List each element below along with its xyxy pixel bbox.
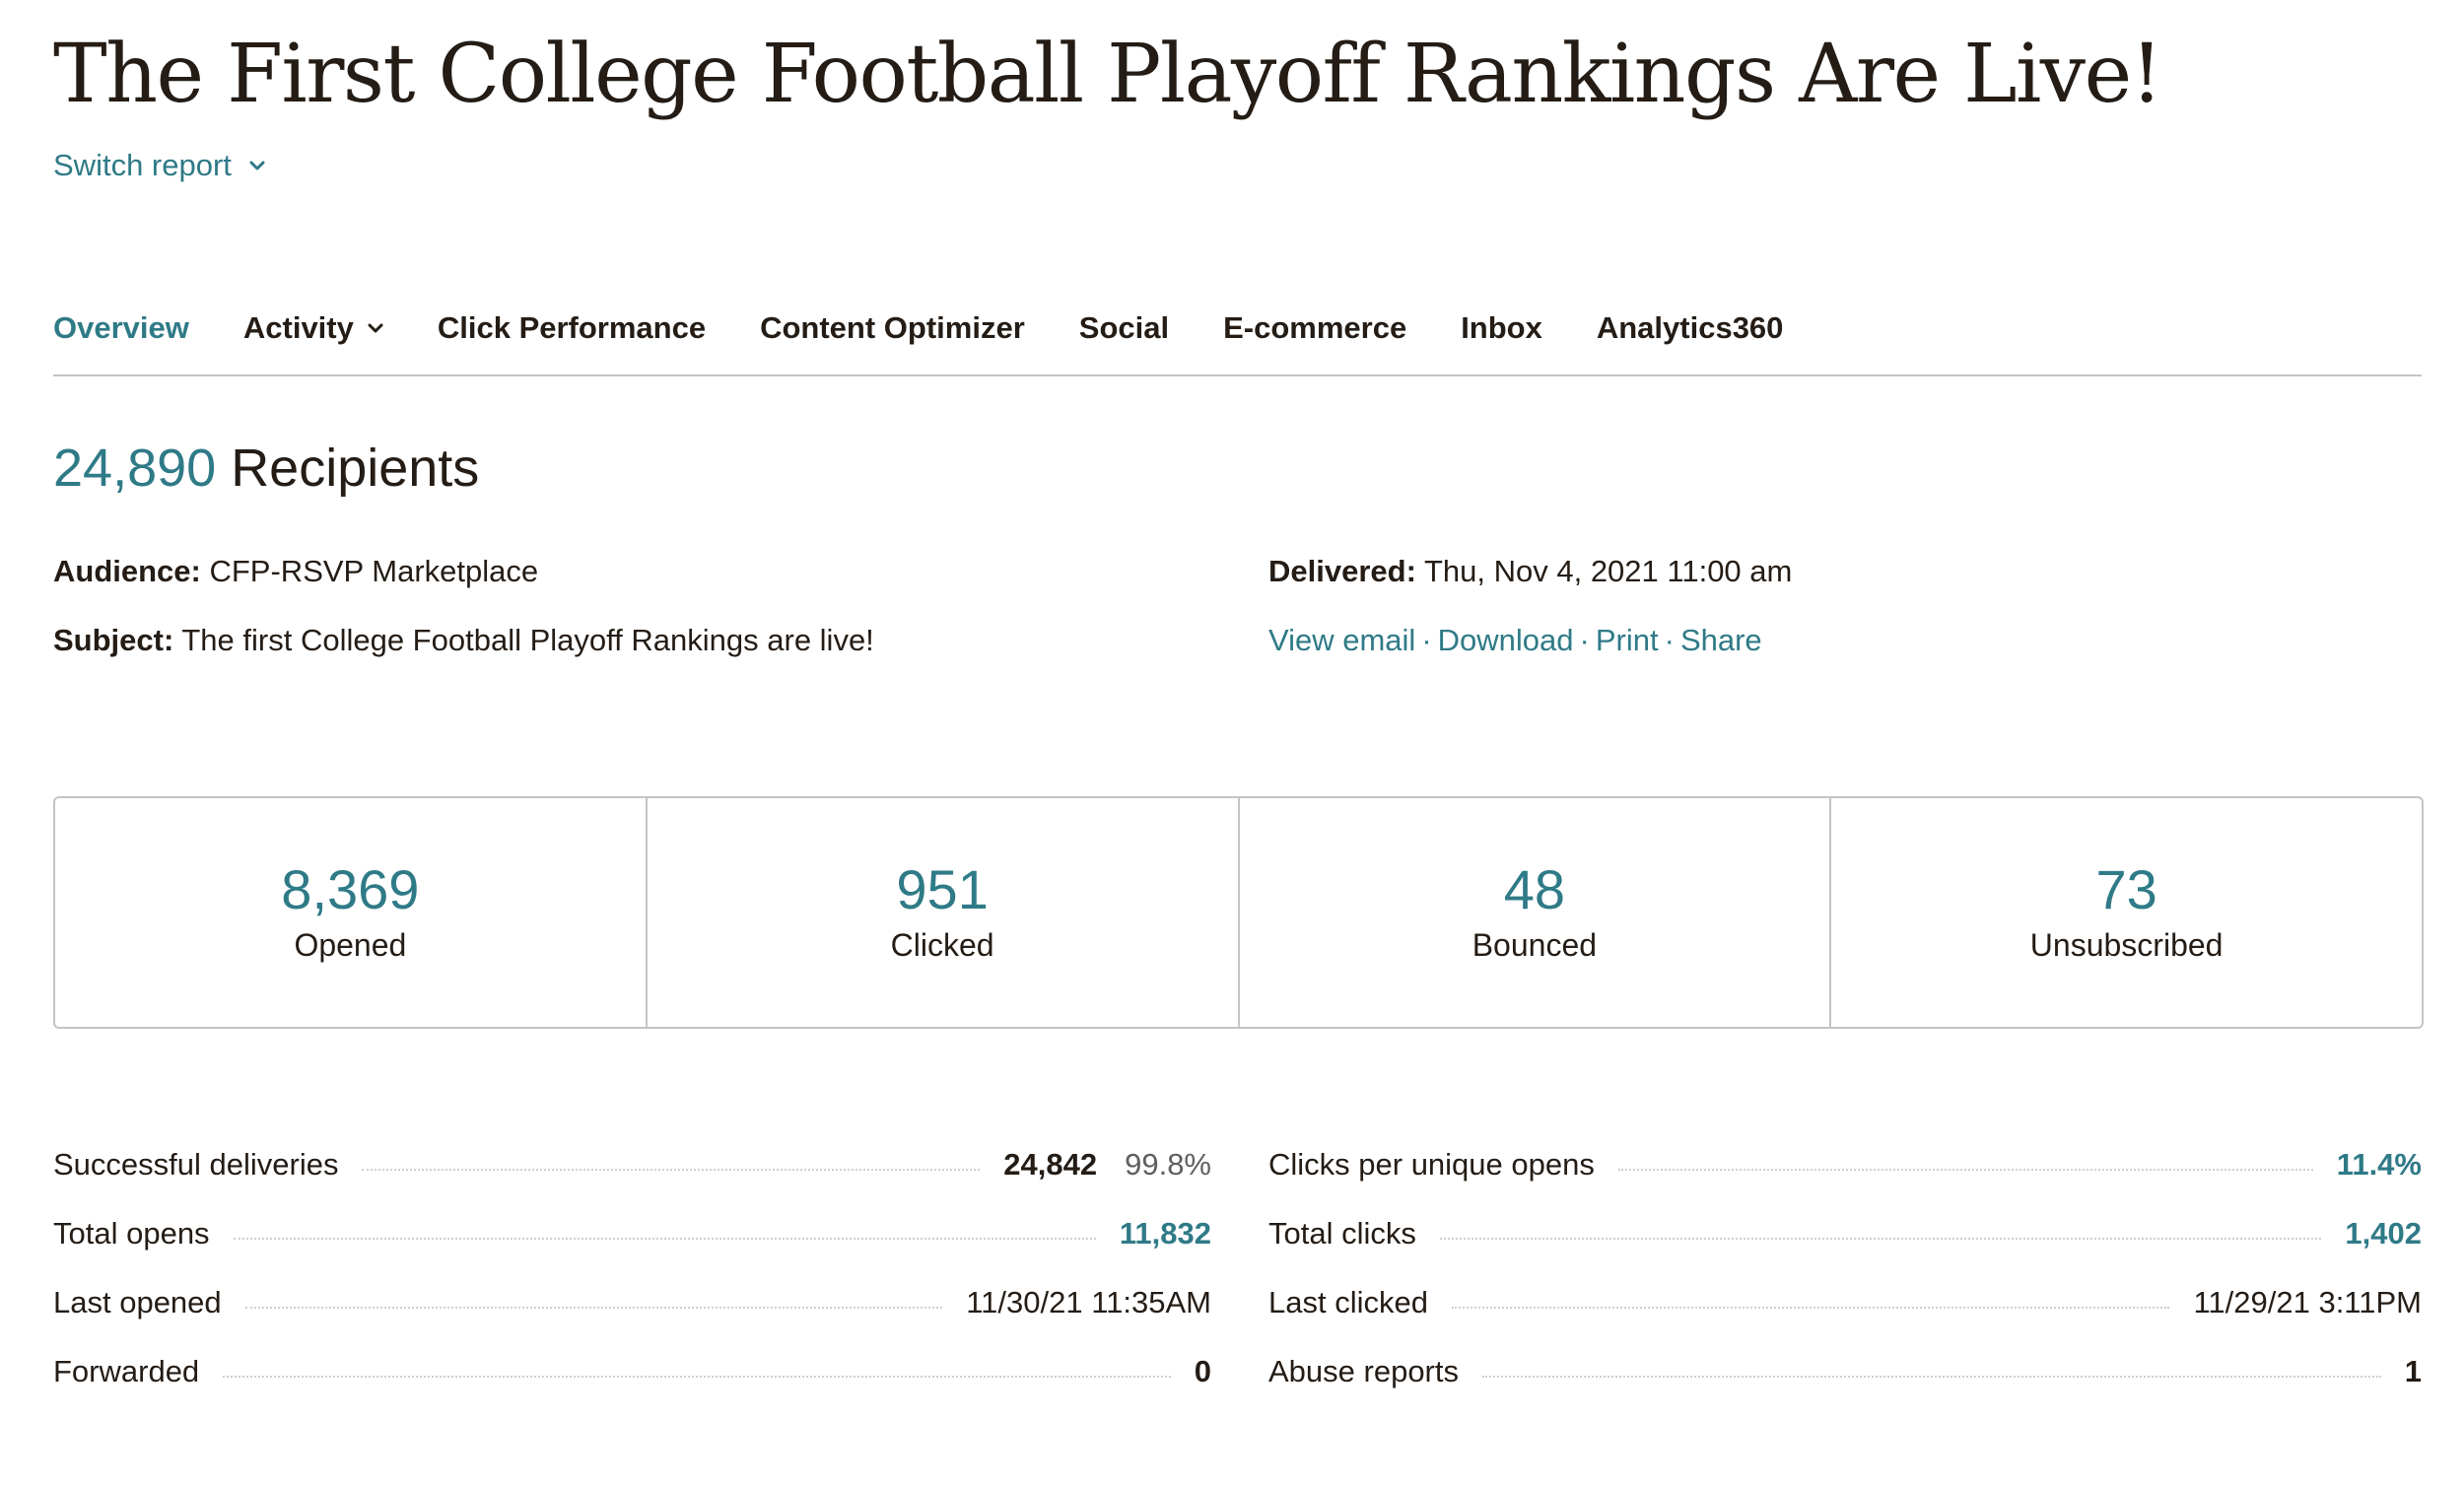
dotted-leader	[1451, 1307, 2170, 1309]
tab-activity[interactable]: Activity	[243, 301, 383, 356]
recipients-label: Recipients	[231, 439, 480, 498]
delivered-row: Delivered: Thu, Nov 4, 2021 11:00 am	[1268, 550, 1792, 593]
tab-label: E-commerce	[1223, 310, 1407, 345]
stat-clicked: 951 Clicked	[648, 798, 1240, 1027]
stat-value: 48	[1503, 858, 1566, 920]
switch-report-button[interactable]: Switch report	[53, 148, 265, 183]
tab-content-optimizer[interactable]: Content Optimizer	[760, 301, 1025, 356]
metric-value: 1	[2404, 1354, 2422, 1388]
tab-overview[interactable]: Overview	[53, 301, 189, 356]
metric-value: 0	[1194, 1354, 1211, 1388]
stat-unsubscribed: 73 Unsubscribed	[1831, 798, 2422, 1027]
metric-last-clicked: Last clicked 11/29/21 3:11PM	[1268, 1281, 2422, 1350]
stat-label: Bounced	[1472, 927, 1598, 963]
share-link[interactable]: Share	[1679, 623, 1762, 657]
dotted-leader	[362, 1169, 981, 1171]
metric-clicks-per-unique-opens: Clicks per unique opens 11.4%	[1268, 1143, 2422, 1212]
separator: ·	[1664, 623, 1675, 657]
metric-name: Successful deliveries	[53, 1147, 339, 1182]
stats-panel: 8,369 Opened 951 Clicked 48 Bounced 73 U…	[53, 796, 2424, 1029]
chevron-down-icon	[249, 160, 265, 171]
dotted-leader	[1482, 1376, 2381, 1378]
tab-label: Analytics360	[1596, 310, 1784, 345]
metric-value: 11/29/21 3:11PM	[2193, 1285, 2422, 1319]
subject-value: The first College Football Playoff Ranki…	[181, 623, 874, 657]
chevron-down-icon	[368, 322, 383, 334]
metrics-left: Successful deliveries 24,842 99.8% Total…	[53, 1143, 1211, 1419]
stat-value: 73	[2095, 858, 2157, 920]
metric-percent: 99.8%	[1125, 1147, 1211, 1182]
download-link[interactable]: Download	[1437, 623, 1574, 657]
tab-label: Overview	[53, 310, 189, 345]
stat-label: Clicked	[890, 927, 994, 963]
metric-name: Total clicks	[1268, 1216, 1416, 1251]
recipients-heading: 24,890 Recipients	[53, 429, 479, 507]
metric-value[interactable]: 1,402	[2345, 1216, 2422, 1251]
tab-label: Inbox	[1461, 310, 1542, 345]
page-title: The First College Football Playoff Ranki…	[53, 28, 2163, 121]
metric-abuse-reports: Abuse reports 1	[1268, 1350, 2422, 1419]
tab-label: Activity	[242, 310, 354, 345]
audience-label: Audience:	[53, 554, 201, 588]
delivered-value: Thu, Nov 4, 2021 11:00 am	[1423, 554, 1793, 588]
metric-name: Clicks per unique opens	[1268, 1147, 1595, 1182]
metric-name: Last clicked	[1268, 1285, 1428, 1319]
metric-total-opens: Total opens 11,832	[53, 1212, 1211, 1281]
metric-successful-deliveries: Successful deliveries 24,842 99.8%	[53, 1143, 1211, 1212]
dotted-leader	[1617, 1169, 2313, 1171]
recipients-count: 24,890	[53, 439, 217, 498]
stat-bounced: 48 Bounced	[1240, 798, 1832, 1027]
tab-label: Social	[1078, 310, 1170, 345]
print-link[interactable]: Print	[1595, 623, 1659, 657]
report-tabs: Overview Activity Click Performance Cont…	[53, 301, 2422, 376]
tab-analytics360[interactable]: Analytics360	[1597, 301, 1784, 356]
metric-name: Abuse reports	[1268, 1354, 1459, 1388]
separator: ·	[1579, 623, 1590, 657]
tab-ecommerce[interactable]: E-commerce	[1223, 301, 1406, 356]
view-email-link[interactable]: View email	[1268, 623, 1416, 657]
metric-last-opened: Last opened 11/30/21 11:35AM	[53, 1281, 1211, 1350]
tab-social[interactable]: Social	[1079, 301, 1169, 356]
subject-label: Subject:	[53, 623, 174, 657]
dotted-leader	[223, 1376, 1171, 1378]
switch-report-label: Switch report	[53, 148, 232, 182]
metric-value: 11/30/21 11:35AM	[966, 1285, 1211, 1319]
tab-click-performance[interactable]: Click Performance	[438, 301, 706, 356]
subject-row: Subject: The first College Football Play…	[53, 619, 874, 662]
metric-total-clicks: Total clicks 1,402	[1268, 1212, 2422, 1281]
metric-value: 11.4%	[2336, 1147, 2422, 1182]
dotted-leader	[1439, 1238, 2322, 1240]
metric-name: Forwarded	[53, 1354, 200, 1388]
separator: ·	[1421, 623, 1432, 657]
stat-opened: 8,369 Opened	[55, 798, 648, 1027]
stat-value: 8,369	[281, 858, 420, 920]
stat-label: Unsubscribed	[2029, 927, 2224, 963]
dotted-leader	[233, 1238, 1096, 1240]
dotted-leader	[244, 1307, 943, 1309]
delivered-label: Delivered:	[1268, 554, 1416, 588]
metric-value[interactable]: 11,832	[1119, 1216, 1211, 1251]
stat-label: Opened	[294, 927, 407, 963]
tab-label: Click Performance	[437, 310, 707, 345]
tab-label: Content Optimizer	[760, 310, 1025, 345]
stat-value: 951	[896, 858, 989, 920]
metric-forwarded: Forwarded 0	[53, 1350, 1211, 1419]
metric-name: Total opens	[53, 1216, 210, 1251]
tab-inbox[interactable]: Inbox	[1461, 301, 1542, 356]
metrics-right: Clicks per unique opens 11.4% Total clic…	[1268, 1143, 2422, 1419]
metric-name: Last opened	[53, 1285, 222, 1319]
audience-value: CFP-RSVP Marketplace	[209, 554, 539, 588]
audience-row: Audience: CFP-RSVP Marketplace	[53, 550, 538, 593]
report-actions: View email · Download · Print · Share	[1268, 619, 1762, 662]
metric-value: 24,842	[1003, 1147, 1098, 1182]
